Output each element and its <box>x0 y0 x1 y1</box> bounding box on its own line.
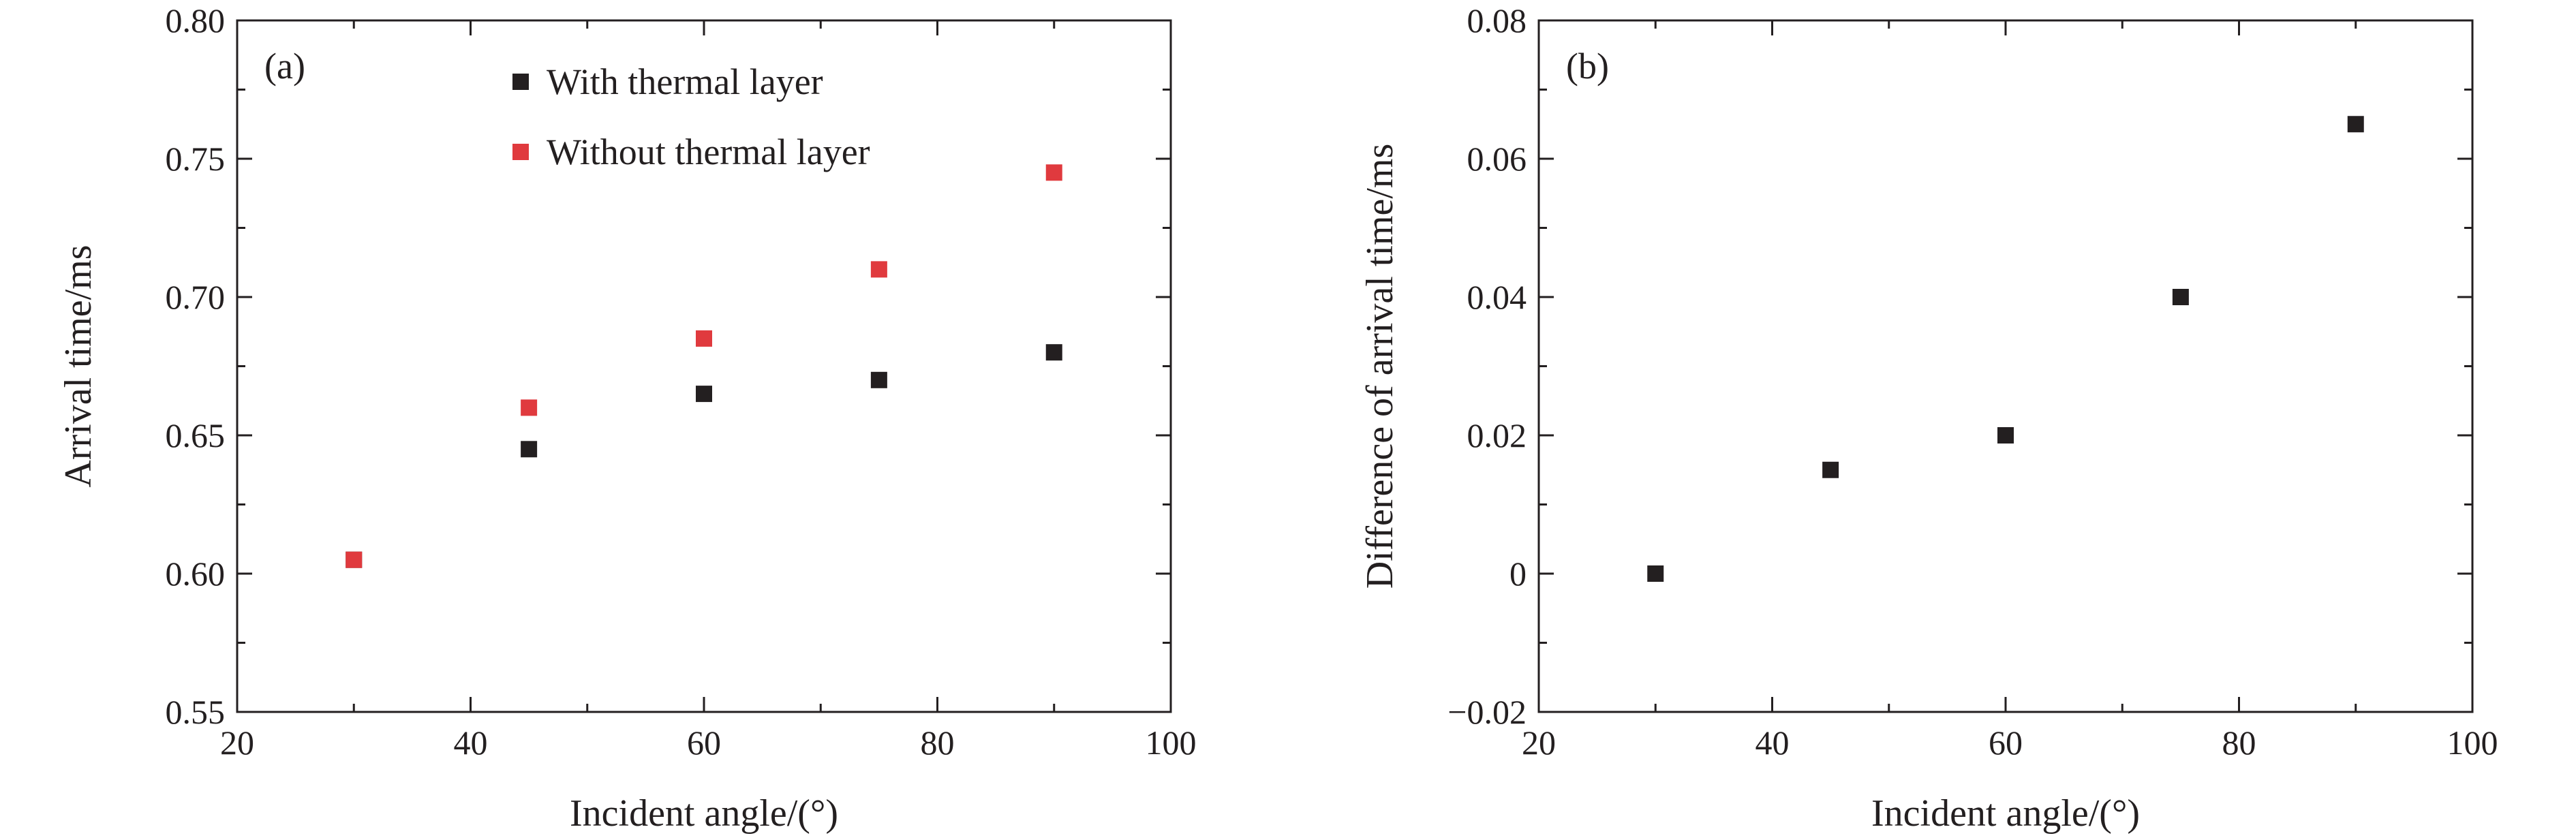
data-point-with-thermal-layer <box>521 441 538 458</box>
data-point-without-thermal-layer <box>346 551 363 568</box>
data-point-without-thermal-layer <box>870 261 887 278</box>
y-tick-label: 0.65 <box>166 416 226 454</box>
data-point-series-0 <box>2347 116 2364 133</box>
data-point-with-thermal-layer <box>870 371 887 388</box>
x-tick-label: 20 <box>1522 724 1556 762</box>
x-tick-label: 60 <box>1989 724 2023 762</box>
y-tick-label: 0.60 <box>166 555 226 593</box>
data-point-without-thermal-layer <box>521 399 538 416</box>
legend-label: With thermal layer <box>547 61 823 102</box>
y-tick-label: 0 <box>1509 555 1527 593</box>
legend-marker <box>512 74 529 90</box>
x-tick-label: 20 <box>220 724 254 762</box>
plot-frame <box>1537 19 2474 713</box>
panel-label: (b) <box>1566 46 1609 87</box>
y-axis-label: Arrival time/ms <box>57 245 99 487</box>
plot-frame <box>236 19 1172 713</box>
x-tick-label: 80 <box>2222 724 2256 762</box>
chart-panel-a: 20 40 60 80 100 0.55 0.60 0.65 0.70 0.75 0.80 Incid… <box>57 1 1197 835</box>
y-tick-label: 0.02 <box>1467 416 1527 454</box>
data-point-with-thermal-layer <box>696 386 712 403</box>
y-axis-label: Difference of arrival time/ms <box>1359 144 1401 589</box>
data-point-without-thermal-layer <box>696 330 712 347</box>
data-point-without-thermal-layer <box>1045 164 1062 181</box>
x-tick-label: 40 <box>1755 724 1790 762</box>
y-tick-label: 0.75 <box>166 140 226 178</box>
y-tick-label: 0.04 <box>1467 278 1527 316</box>
x-tick-label: 60 <box>687 724 721 762</box>
y-tick-label: 0.70 <box>166 278 226 316</box>
x-tick-label: 100 <box>1146 724 1197 762</box>
data-point-series-0 <box>1647 565 1664 582</box>
legend-marker <box>512 144 529 160</box>
panel-label: (a) <box>264 46 305 87</box>
y-tick-label: −0.02 <box>1447 693 1527 731</box>
x-axis-label: Incident angle/(°) <box>1871 792 2140 835</box>
data-point-series-0 <box>1997 427 2014 444</box>
x-tick-label: 80 <box>921 724 955 762</box>
y-tick-label: 0.55 <box>166 693 226 731</box>
x-axis-label: Incident angle/(°) <box>570 792 838 835</box>
y-tick-label: 0.80 <box>166 1 226 40</box>
data-point-series-0 <box>2172 289 2189 305</box>
y-tick-label: 0.08 <box>1467 1 1527 40</box>
x-tick-label: 100 <box>2447 724 2498 762</box>
x-tick-label: 40 <box>454 724 488 762</box>
legend-label: Without thermal layer <box>547 131 870 172</box>
data-point-series-0 <box>1822 461 1839 478</box>
data-point-with-thermal-layer <box>1045 344 1062 361</box>
legend: With thermal layer Without thermal layer <box>512 61 870 172</box>
chart-panel-b: 20 40 60 80 100 −0.02 0 0.02 0.04 0.06 0.08 Inciden… <box>1359 1 2498 835</box>
y-tick-label: 0.06 <box>1467 140 1527 178</box>
